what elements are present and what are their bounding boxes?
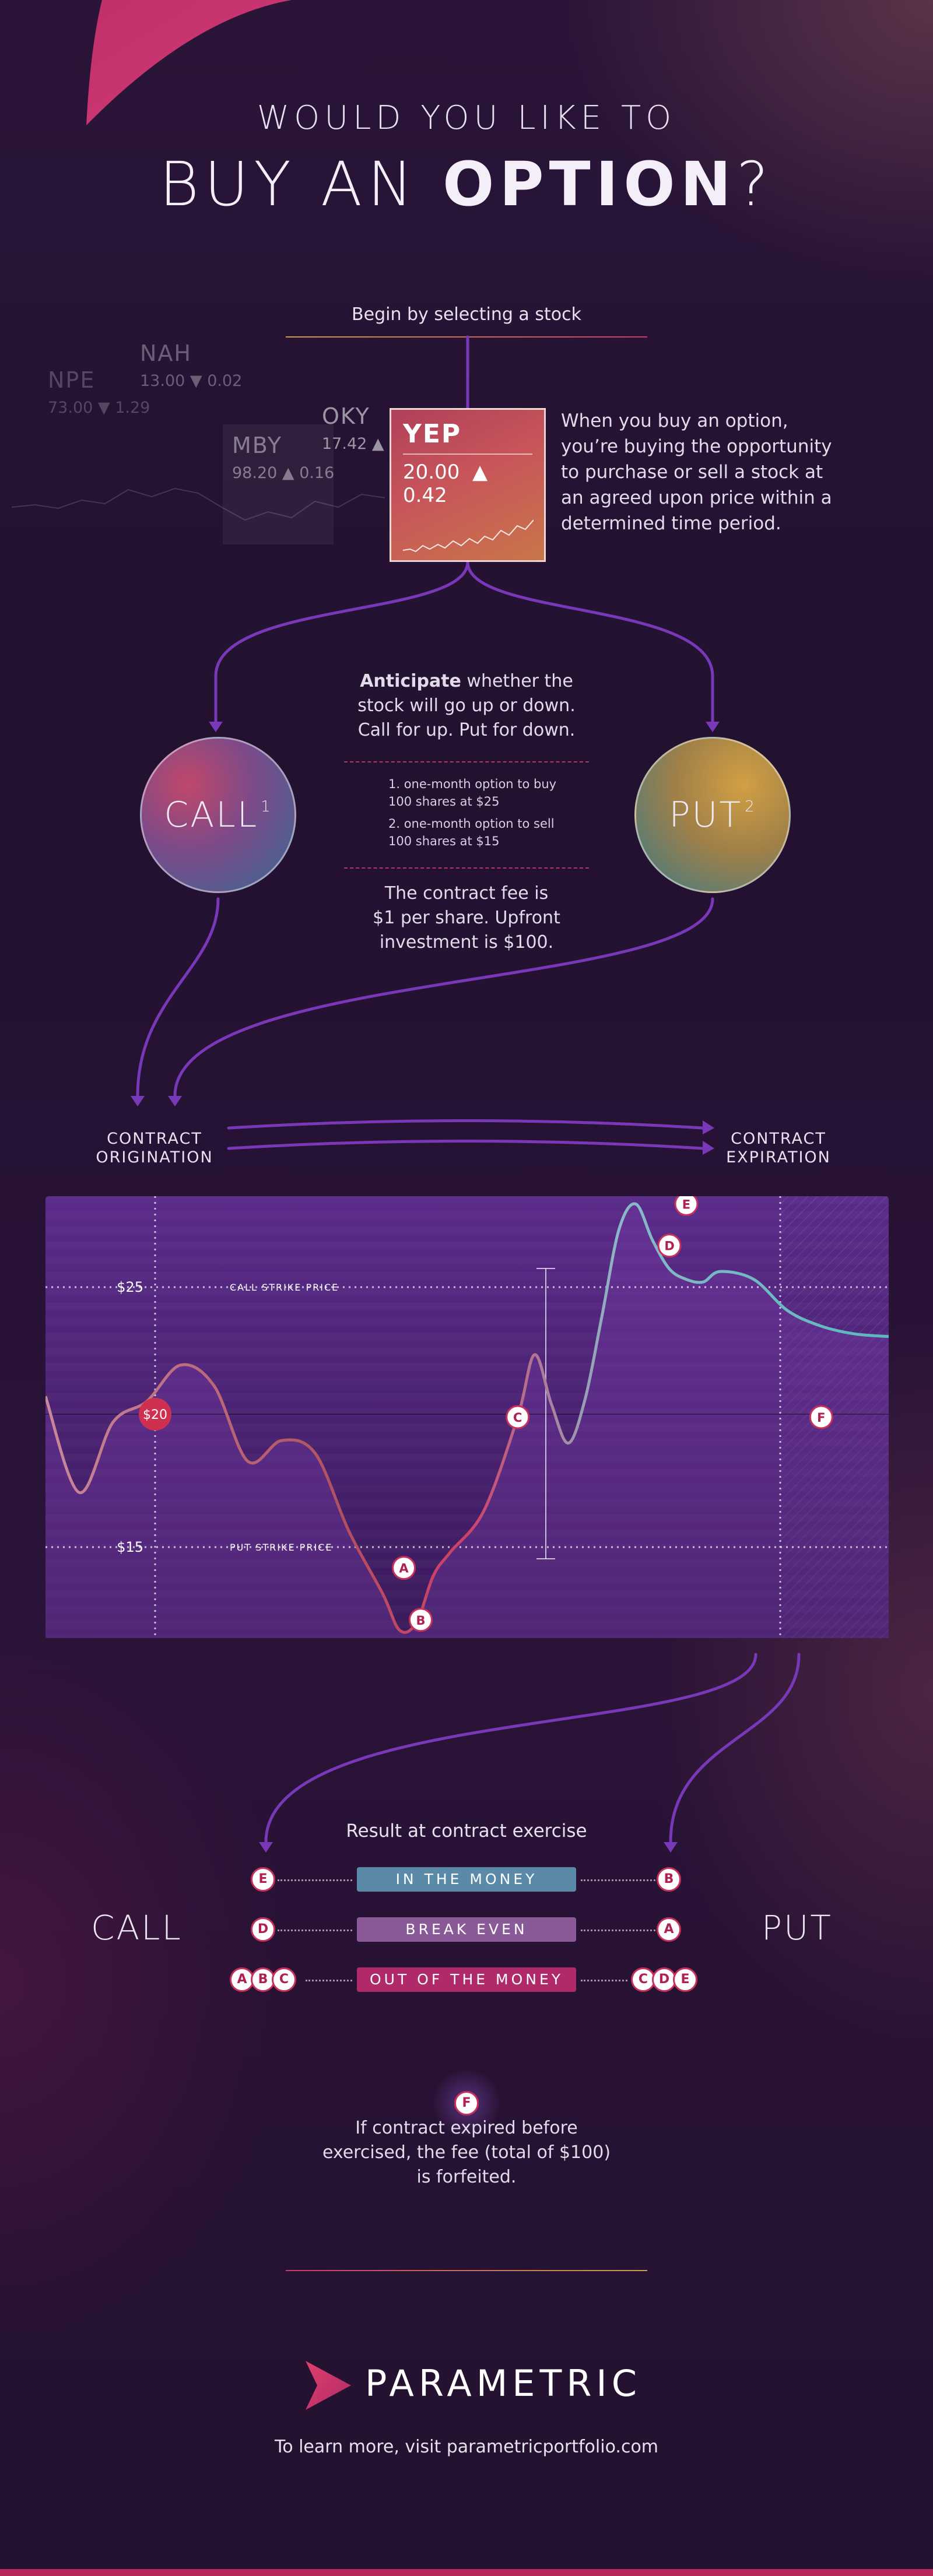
point-label-b: B [416, 1614, 425, 1628]
explanation-text: When you buy an option, you’re buying th… [561, 410, 832, 534]
badge-call-break-even: D [251, 1917, 275, 1942]
price-series-line [45, 1202, 889, 1634]
contract-expiration-label: CONTRACT EXPIRATION [726, 1130, 831, 1166]
badge-call-out-c: C [272, 1967, 296, 1992]
corner-flag-graphic [86, 0, 292, 125]
badge-call-in-the-money: E [251, 1867, 275, 1892]
point-label-f: F [817, 1411, 825, 1425]
ticker-sparkline [402, 519, 534, 553]
point-label-a: A [399, 1562, 409, 1576]
point-marker-b [408, 1608, 433, 1632]
badge-put-out-e: E [673, 1967, 697, 1992]
badge-put-in-the-money: B [657, 1867, 681, 1892]
ticker-oky: OKY 17.42 ▲ [322, 403, 384, 453]
y-tick-15: $15 [117, 1539, 143, 1555]
selected-ticker-card: YEP 20.00 ▲ 0.42 [390, 408, 546, 562]
results-put-label: PUT [762, 1908, 833, 1948]
ticker-mby: MBY 98.20 ▲ 0.16 [232, 433, 335, 482]
result-in-the-money: IN THE MONEY [357, 1867, 576, 1892]
footer-divider [286, 2270, 647, 2271]
results-title: Result at contract exercise [346, 1821, 587, 1841]
point-marker-e [674, 1196, 699, 1216]
badge-expired: F [454, 2091, 479, 2115]
result-out-of-the-money: OUT OF THE MONEY [357, 1967, 576, 1992]
y-tick-25: $25 [117, 1279, 143, 1295]
ticker-symbol: YEP [403, 419, 462, 449]
fee-text: The contract fee is $1 per share. Upfron… [373, 883, 560, 953]
parametric-logo-icon [306, 2361, 351, 2410]
price-chart: CALL STRIKE PRICE PUT STRIKE PRICE $25 $… [45, 1196, 889, 1638]
anticipate-text: Anticipate whether the stock will go up … [357, 671, 576, 740]
point-label-d: D [664, 1239, 674, 1253]
notes-divider-bottom [344, 867, 589, 869]
background-sparklines [12, 487, 385, 521]
learn-more-link[interactable]: To learn more, visit parametricportfolio… [274, 2437, 659, 2457]
put-strike-label: PUT STRIKE PRICE [230, 1542, 332, 1553]
put-circle: PUT 2 [634, 737, 791, 893]
start-price-marker [139, 1398, 171, 1431]
point-label-c: C [513, 1411, 522, 1425]
ticker-price: 20.00 ▲ 0.42 [403, 461, 488, 507]
bottom-accent-bar [0, 2569, 933, 2576]
point-marker-d [657, 1233, 682, 1258]
divider [286, 336, 647, 338]
notes-divider-top [344, 761, 589, 762]
badge-call-out-b: B [251, 1967, 275, 1992]
point-marker-a [392, 1556, 416, 1580]
ticker-npe: NPE 73.00 ▼ 1.29 [48, 367, 150, 417]
brand-name: PARAMETRIC [365, 2362, 642, 2405]
option-notes: 1. one-month option to buy 100 shares at… [388, 777, 557, 848]
badge-put-break-even: A [657, 1917, 681, 1942]
badge-put-out-c: C [631, 1967, 655, 1992]
point-marker-c [506, 1405, 530, 1429]
result-break-even: BREAK EVEN [357, 1917, 576, 1942]
title-line-2: BUY AN OPTION? [159, 149, 774, 220]
contract-origination-label: CONTRACT ORIGINATION [96, 1130, 213, 1166]
point-marker-f [809, 1405, 833, 1429]
title-line-1: WOULD YOU LIKE TO [257, 99, 676, 137]
call-strike-label: CALL STRIKE PRICE [230, 1282, 339, 1293]
point-label-e: E [682, 1197, 690, 1211]
step-label: Begin by selecting a stock [352, 304, 581, 325]
ticker-nah: NAH 13.00 ▼ 0.02 [140, 340, 243, 390]
ticker-card-mby [223, 424, 334, 544]
expired-note: If contract expired before exercised, th… [322, 2118, 611, 2187]
results-call-label: CALL [91, 1908, 183, 1948]
start-price-label: $20 [143, 1408, 167, 1422]
call-circle: CALL 1 [140, 737, 296, 893]
